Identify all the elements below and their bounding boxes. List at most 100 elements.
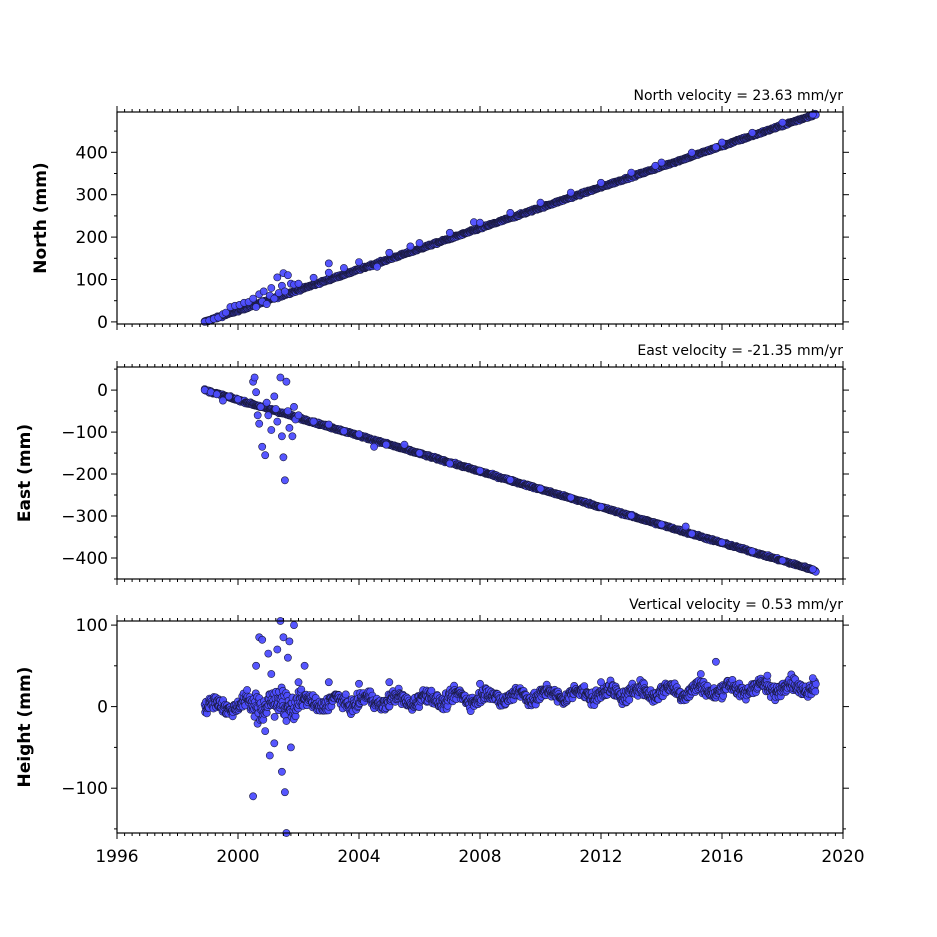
height-data-point — [300, 661, 309, 670]
north-data-point — [324, 268, 333, 277]
north-data-point — [445, 228, 454, 237]
height-data-point — [258, 635, 267, 644]
height-data-point — [355, 679, 363, 688]
east-data-point — [355, 430, 363, 439]
east-data-point — [382, 440, 391, 449]
north-data-point — [324, 259, 333, 268]
north-y-tick-label: 0 — [97, 313, 108, 333]
east-data-point — [808, 565, 817, 574]
east-data-point — [282, 377, 291, 386]
height-data-point — [264, 649, 273, 658]
east-data-point — [234, 395, 242, 404]
east-y-tick-label: 0 — [97, 381, 108, 401]
north-velocity-label: North velocity = 23.63 mm/yr — [633, 88, 843, 104]
east-ticks: 0 −100 −200 −300 −400 — [61, 361, 849, 585]
east-data-point — [261, 451, 270, 460]
east-data-point — [687, 529, 696, 538]
east-y-tick-label: −400 — [61, 549, 108, 569]
height-data-point — [290, 621, 298, 629]
height-data-point — [476, 679, 484, 688]
height-data-point — [270, 739, 279, 748]
north-panel: 0 100 200 300 400 North velocity = 23.63 mm/… — [31, 88, 849, 333]
east-velocity-label: East velocity = -21.35 mm/yr — [637, 343, 843, 359]
north-data-point — [249, 294, 257, 303]
north-data-point — [536, 198, 545, 207]
east-data-point — [224, 392, 233, 401]
north-data-point — [627, 168, 636, 177]
east-data-point — [255, 419, 264, 428]
height-data-point — [597, 678, 605, 687]
height-data-point — [261, 727, 270, 735]
north-data-point — [566, 188, 575, 197]
north-data-point — [294, 279, 303, 288]
east-data-point — [264, 411, 273, 420]
east-data-point — [280, 476, 289, 485]
east-data-point — [250, 373, 259, 382]
height-data-point — [385, 678, 394, 687]
height-data-point — [696, 670, 705, 678]
east-data-point — [285, 423, 294, 432]
east-data-point — [212, 390, 221, 399]
north-data-point — [309, 273, 318, 282]
east-data-point — [400, 440, 409, 449]
north-y-tick-label: 200 — [76, 228, 108, 248]
height-data-point — [280, 788, 289, 797]
east-data-point — [339, 427, 348, 436]
height-track-point — [811, 687, 820, 696]
height-data-point — [267, 670, 276, 678]
east-data-point — [294, 411, 303, 420]
north-data-point — [687, 148, 696, 157]
north-data-point — [283, 271, 292, 280]
height-data-point — [273, 645, 282, 654]
north-data-point — [506, 208, 515, 217]
east-data-point — [258, 442, 267, 451]
east-data-point — [253, 411, 262, 420]
north-data-point — [267, 284, 276, 292]
north-data-point — [476, 218, 484, 227]
north-data-point — [273, 273, 282, 282]
north-points — [200, 109, 820, 326]
north-data-point — [259, 287, 268, 296]
north-data-point — [748, 128, 757, 137]
height-points — [200, 617, 820, 837]
north-data-point — [339, 264, 348, 272]
east-data-point — [657, 520, 666, 529]
north-data-point — [778, 118, 787, 127]
north-data-point — [280, 287, 289, 296]
north-y-axis-label: North (mm) — [31, 162, 51, 273]
height-data-point — [324, 678, 333, 687]
height-data-point — [286, 743, 295, 752]
east-data-point — [262, 398, 271, 407]
east-points — [200, 373, 820, 576]
height-track-point — [625, 695, 634, 704]
height-data-point — [265, 751, 274, 760]
east-y-tick-label: −300 — [61, 507, 108, 527]
east-panel: 0 −100 −200 −300 −400 East velocity = -21.35… — [15, 343, 849, 585]
north-data-point — [262, 300, 271, 308]
east-y-axis-label: East (mm) — [15, 424, 35, 522]
east-data-point — [252, 388, 260, 397]
east-data-point — [748, 547, 757, 556]
north-data-point — [406, 242, 415, 251]
east-data-point — [627, 511, 636, 520]
east-data-point — [778, 556, 787, 565]
east-y-tick-label: −100 — [61, 423, 108, 443]
north-data-point — [657, 158, 666, 167]
east-data-point — [271, 405, 280, 413]
east-data-point — [445, 459, 454, 468]
east-data-point — [290, 402, 298, 411]
height-data-point — [808, 674, 817, 682]
east-data-point — [536, 484, 545, 493]
north-y-tick-label: 400 — [76, 143, 108, 163]
north-data-point — [718, 138, 726, 147]
north-y-tick-label: 100 — [76, 271, 108, 291]
height-track-point — [341, 690, 350, 699]
east-data-point — [267, 426, 276, 434]
east-data-point — [277, 432, 286, 441]
height-data-point — [294, 678, 303, 687]
east-data-point — [566, 493, 575, 502]
east-data-point — [283, 407, 292, 415]
